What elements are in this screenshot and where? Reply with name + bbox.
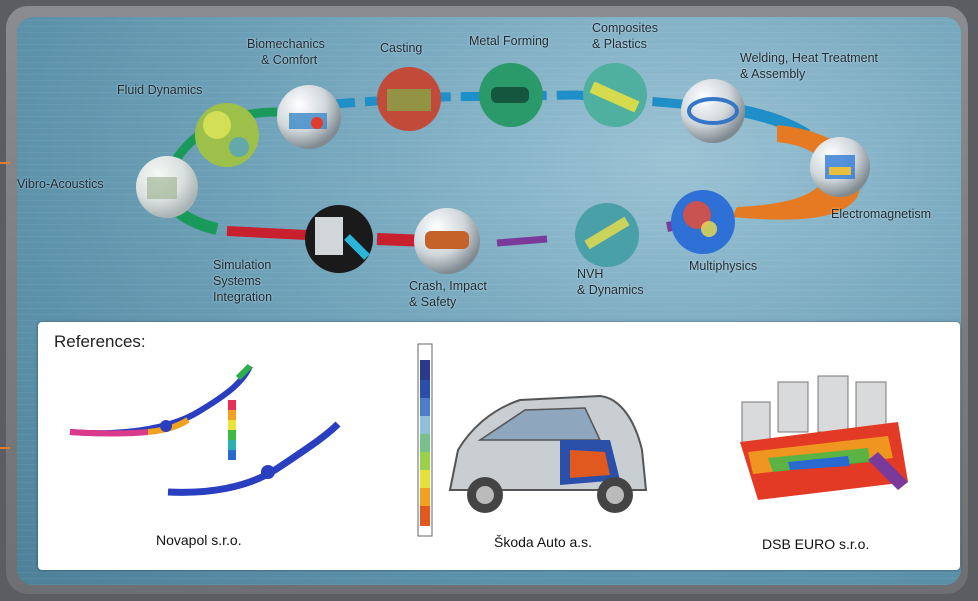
casting-sphere xyxy=(377,67,441,131)
process-ring xyxy=(136,63,870,274)
skoda-car-image xyxy=(417,343,648,537)
label-electromagnetism: Electromagnetism xyxy=(831,207,932,221)
label-nvh: NVH xyxy=(577,267,604,281)
label-vibro-acoustics: Vibro-Acoustics xyxy=(17,177,104,191)
frame-tick-mark xyxy=(0,447,10,449)
caption-dsb: DSB EURO s.r.o. xyxy=(762,536,870,552)
label-simulation: Simulation xyxy=(213,258,272,272)
references-title: References: xyxy=(54,332,146,351)
welding-sphere xyxy=(681,79,745,143)
label-welding-line2: & Assembly xyxy=(740,67,806,81)
caption-skoda: Škoda Auto a.s. xyxy=(494,534,593,550)
novapol-part-image xyxy=(69,363,341,496)
multiphysics-sphere xyxy=(671,190,735,254)
fluid-dynamics-sphere xyxy=(195,103,259,167)
biomechanics-sphere xyxy=(277,85,341,149)
label-fluid-dynamics: Fluid Dynamics xyxy=(117,83,203,97)
label-composites: Composites xyxy=(592,21,658,35)
label-composites-line2: & Plastics xyxy=(592,37,647,51)
references-panel: References: Novapol s.r.o. Škoda Auto a.… xyxy=(38,322,960,570)
simulation-sphere xyxy=(305,205,373,273)
metal-forming-sphere xyxy=(479,63,543,127)
nvh-sphere xyxy=(575,203,639,267)
label-biomechanics-line2: & Comfort xyxy=(261,53,318,67)
label-metal-forming: Metal Forming xyxy=(469,34,549,48)
vibro-acoustics-sphere xyxy=(136,156,198,218)
composites-sphere xyxy=(583,63,647,127)
crash-sphere xyxy=(414,208,480,274)
label-simulation-line3: Integration xyxy=(213,290,273,304)
label-casting: Casting xyxy=(380,41,423,55)
label-crash: Crash, Impact xyxy=(409,279,487,293)
label-crash-line2: & Safety xyxy=(409,295,457,309)
frame-tick-mark xyxy=(0,162,10,164)
electromagnetism-sphere xyxy=(810,137,870,197)
label-biomechanics: Biomechanics xyxy=(247,37,325,51)
caption-novapol: Novapol s.r.o. xyxy=(156,532,242,548)
label-welding: Welding, Heat Treatment xyxy=(740,51,879,65)
label-simulation-line2: Systems xyxy=(213,274,261,288)
label-nvh-line2: & Dynamics xyxy=(577,283,644,297)
label-multiphysics: Multiphysics xyxy=(689,259,758,273)
dsb-engine-image xyxy=(740,375,908,500)
